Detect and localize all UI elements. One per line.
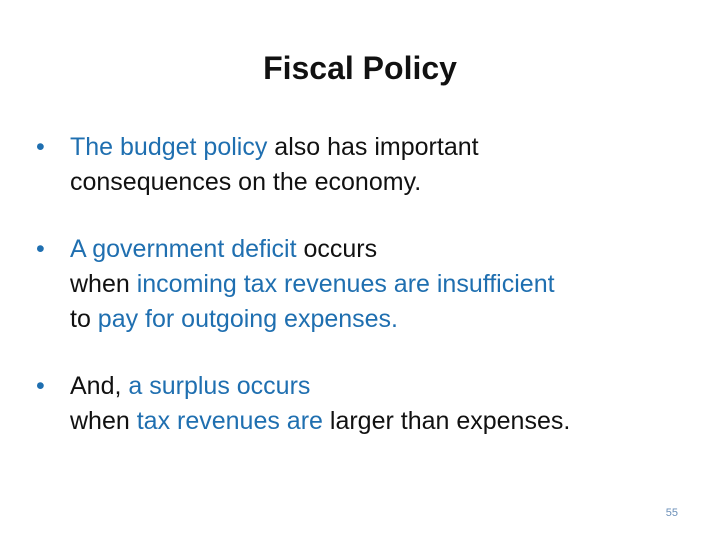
body-text: And, [70,372,129,400]
bullet-line: And, a surplus occurs [70,369,696,404]
bullet-line: when incoming tax revenues are insuffici… [70,267,696,302]
highlighted-text: A government deficit [70,235,297,263]
body-text: also has important [267,133,479,161]
bullet-marker: • [36,235,45,263]
bullet-line: when tax revenues are larger than expens… [70,404,696,439]
body-text: to [70,305,98,333]
highlighted-text: tax revenues are [136,407,323,435]
slide-title: Fiscal Policy [263,50,457,86]
bullet-line: The budget policy also has important [70,130,696,165]
bullet-item: • A government deficit occurs when incomin… [36,232,696,337]
bullet-item: • And, a surplus occurs when tax revenues … [36,369,696,439]
highlighted-text: The budget policy [70,133,268,161]
body-text: larger than expenses. [322,407,571,435]
bullet-marker: • [36,372,45,400]
bullet-item: • The budget policy also has important con… [36,130,696,200]
highlighted-text: incoming tax revenues are insufficient [136,270,555,298]
highlighted-text: a surplus occurs [128,372,311,400]
bullet-line: consequences on the economy. [70,165,696,200]
bullet-marker: • [36,133,45,161]
body-text: when [70,270,137,298]
body-text: when [70,407,137,435]
highlighted-text: pay for outgoing expenses. [97,305,399,333]
bullet-line: to pay for outgoing expenses. [70,302,696,337]
bullet-list: • The budget policy also has important con… [36,130,696,471]
body-text: occurs [296,235,378,263]
body-text: consequences on the economy. [70,168,422,196]
page-number: 55 [665,507,678,519]
bullet-line: A government deficit occurs [70,232,696,267]
